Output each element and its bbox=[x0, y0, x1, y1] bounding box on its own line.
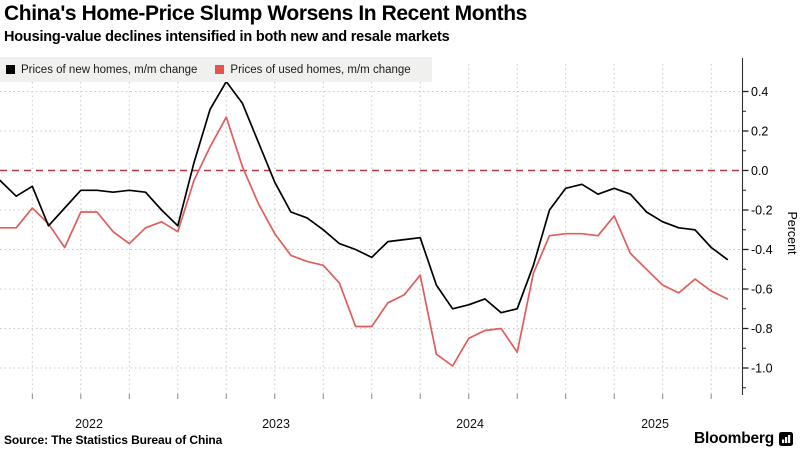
new-homes-swatch bbox=[6, 65, 15, 74]
source-attribution: Source: The Statistics Bureau of China bbox=[4, 433, 223, 447]
legend-label-used-homes: Prices of used homes, m/m change bbox=[230, 63, 411, 76]
x-year-label: 2023 bbox=[262, 417, 290, 431]
y-tick-label: 0.2 bbox=[751, 125, 768, 139]
x-year-label: 2022 bbox=[75, 417, 103, 431]
series-line bbox=[0, 116, 729, 367]
y-tick-label: -0.2 bbox=[751, 204, 773, 218]
x-year-label: 2025 bbox=[641, 417, 669, 431]
x-year-label: 2024 bbox=[456, 417, 484, 431]
y-tick-label: -1.0 bbox=[751, 362, 773, 376]
page-title: China's Home-Price Slump Worsens In Rece… bbox=[4, 2, 527, 25]
y-tick-label: -0.6 bbox=[751, 283, 773, 297]
y-tick-label: -0.8 bbox=[751, 322, 773, 336]
series-line bbox=[0, 80, 729, 314]
chart-subtitle: Housing-value declines intensified in bo… bbox=[4, 29, 450, 45]
y-tick-label: 0.0 bbox=[751, 164, 768, 178]
legend-label-new-homes: Prices of new homes, m/m change bbox=[21, 63, 198, 76]
chart-legend: Prices of new homes, m/m change Prices o… bbox=[0, 57, 432, 82]
bloomberg-brand: Bloomberg bbox=[694, 430, 793, 448]
y-tick-label: 0.4 bbox=[751, 85, 768, 99]
y-tick-label: -0.4 bbox=[751, 243, 773, 257]
bloomberg-logo-icon bbox=[779, 432, 793, 446]
bloomberg-wordmark: Bloomberg bbox=[693, 430, 774, 447]
legend-item-new-homes: Prices of new homes, m/m change bbox=[6, 64, 197, 76]
used-homes-swatch bbox=[215, 65, 225, 74]
y-axis-title: Percent bbox=[785, 211, 799, 255]
legend-item-used-homes: Prices of used homes, m/m change bbox=[215, 63, 411, 76]
